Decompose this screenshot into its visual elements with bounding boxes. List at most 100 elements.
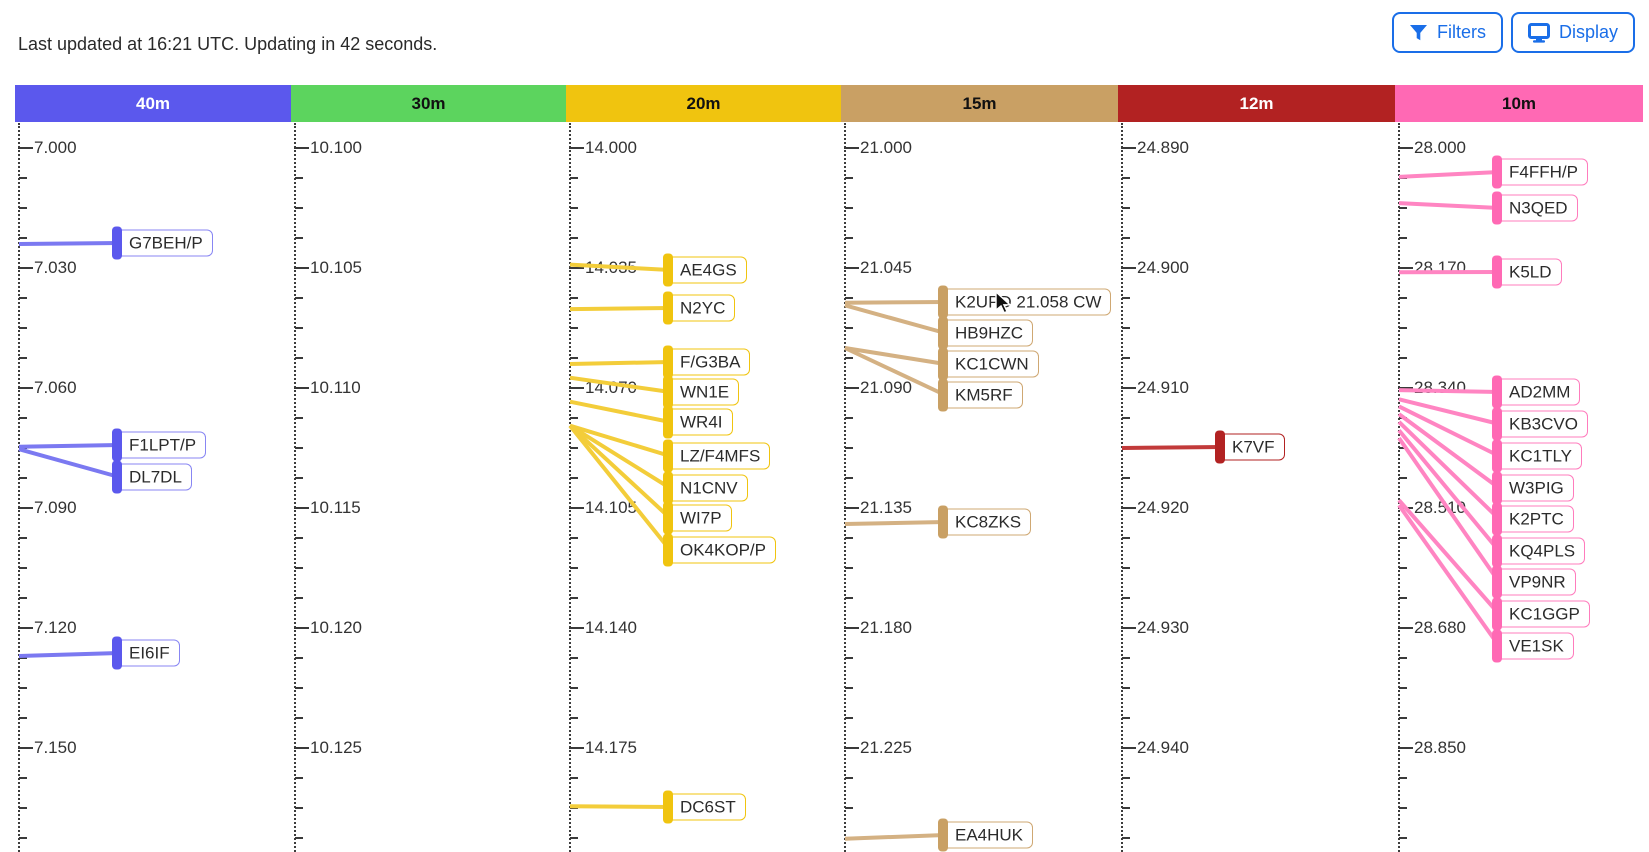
spot-callsign-label: K2PTC bbox=[1509, 509, 1564, 528]
tick-minor bbox=[19, 327, 27, 329]
spot-OK4KOP/P[interactable]: OK4KOP/P bbox=[662, 533, 776, 567]
spot-callsign-label: W3PIG bbox=[1509, 478, 1564, 497]
spot-KC1TLY[interactable]: KC1TLY bbox=[1491, 439, 1582, 473]
spot-marker-bar bbox=[111, 460, 122, 494]
tick-label: 28.170 bbox=[1414, 258, 1466, 277]
spot-N3QED[interactable]: N3QED bbox=[1491, 191, 1578, 225]
tick-minor bbox=[570, 717, 578, 719]
frequency-ruler-12m bbox=[1121, 123, 1123, 852]
spot-W3PIG[interactable]: W3PIG bbox=[1491, 471, 1574, 505]
filters-button[interactable]: Filters bbox=[1392, 12, 1503, 53]
spot-marker-bar bbox=[1491, 255, 1502, 289]
spot-VP9NR[interactable]: VP9NR bbox=[1491, 565, 1576, 599]
tick-minor bbox=[19, 777, 27, 779]
tick-label: 10.120 bbox=[310, 618, 362, 637]
spot-VE1SK[interactable]: VE1SK bbox=[1491, 629, 1574, 663]
spot-KC1GGP[interactable]: KC1GGP bbox=[1491, 597, 1590, 631]
spot-EI6IF[interactable]: EI6IF bbox=[111, 636, 180, 670]
tick-minor bbox=[295, 597, 303, 599]
tick-major: 21.000 bbox=[844, 138, 912, 158]
tick-label: 7.150 bbox=[34, 738, 77, 757]
tick-label: 21.090 bbox=[860, 378, 912, 397]
tick-minor bbox=[1399, 357, 1407, 359]
tick-minor bbox=[570, 597, 578, 599]
frequency-ruler-15m bbox=[844, 123, 846, 852]
tick-minor bbox=[845, 567, 853, 569]
tick-minor bbox=[1122, 357, 1130, 359]
spot-WN1E[interactable]: WN1E bbox=[662, 375, 740, 409]
tick-label: 28.000 bbox=[1414, 138, 1466, 157]
tick-minor bbox=[295, 207, 303, 209]
spot-WI7P[interactable]: WI7P bbox=[662, 501, 732, 535]
spot-AE4GS[interactable]: AE4GS bbox=[662, 253, 747, 287]
spot-KM5RF[interactable]: KM5RF bbox=[937, 378, 1023, 412]
tick-label: 14.105 bbox=[585, 498, 637, 517]
spot-marker-bar bbox=[662, 790, 673, 824]
spot-marker-bar bbox=[1491, 191, 1502, 225]
spot-KC1CWN[interactable]: KC1CWN bbox=[937, 347, 1039, 381]
spot-F1LPT/P[interactable]: F1LPT/P bbox=[111, 428, 207, 462]
spot-AD2MM[interactable]: AD2MM bbox=[1491, 375, 1581, 409]
tick-major: 7.030 bbox=[18, 258, 77, 278]
tick-label: 24.900 bbox=[1137, 258, 1189, 277]
tick-minor bbox=[1399, 687, 1407, 689]
tick-minor bbox=[295, 537, 303, 539]
tick-minor bbox=[845, 177, 853, 179]
spot-HB9HZC[interactable]: HB9HZC bbox=[937, 316, 1034, 350]
tick-minor bbox=[570, 567, 578, 569]
tick-label: 10.115 bbox=[310, 498, 361, 517]
tick-minor bbox=[845, 477, 853, 479]
spot-callsign-label: LZ/F4MFS bbox=[680, 446, 761, 465]
spot-marker-bar bbox=[1491, 534, 1502, 568]
spot-N2YC[interactable]: N2YC bbox=[662, 291, 736, 325]
tick-minor bbox=[19, 237, 27, 239]
tick-major: 21.045 bbox=[844, 258, 912, 278]
spot-LZ/F4MFS[interactable]: LZ/F4MFS bbox=[662, 439, 771, 473]
tick-minor bbox=[295, 657, 303, 659]
spot-KC8ZKS[interactable]: KC8ZKS bbox=[937, 505, 1032, 539]
tick-label: 14.035 bbox=[585, 258, 637, 277]
tick-minor bbox=[845, 417, 853, 419]
frequency-ruler-30m bbox=[294, 123, 296, 852]
tick-minor bbox=[845, 327, 853, 329]
tick-major: 10.125 bbox=[294, 738, 362, 758]
spot-DC6ST[interactable]: DC6ST bbox=[662, 790, 746, 824]
spot-callsign-label: KQ4PLS bbox=[1509, 541, 1576, 560]
spot-WR4I[interactable]: WR4I bbox=[662, 405, 733, 439]
tick-minor bbox=[845, 537, 853, 539]
tick-minor bbox=[295, 417, 303, 419]
spot-K2PTC[interactable]: K2PTC bbox=[1491, 502, 1574, 536]
tick-minor bbox=[19, 477, 27, 479]
spot-callsign-label: EA4HUK bbox=[955, 825, 1024, 844]
tick-minor bbox=[845, 207, 853, 209]
tick-minor bbox=[1399, 297, 1407, 299]
spot-K5LD[interactable]: K5LD bbox=[1491, 255, 1562, 289]
tick-minor bbox=[570, 177, 578, 179]
filters-button-label: Filters bbox=[1437, 22, 1486, 42]
spot-EA4HUK[interactable]: EA4HUK bbox=[937, 818, 1034, 852]
tick-major: 10.115 bbox=[294, 498, 361, 518]
spot-callsign-label: AD2MM bbox=[1509, 382, 1571, 401]
spot-N1CNV[interactable]: N1CNV bbox=[662, 471, 748, 505]
tick-label: 7.090 bbox=[34, 498, 77, 517]
tick-minor bbox=[1122, 597, 1130, 599]
tick-minor bbox=[19, 717, 27, 719]
tick-minor bbox=[570, 837, 578, 839]
display-button[interactable]: Display bbox=[1510, 12, 1635, 53]
spot-G7BEH/P[interactable]: G7BEH/P bbox=[111, 226, 213, 260]
tick-minor bbox=[1399, 837, 1407, 839]
spot-KB3CVO[interactable]: KB3CVO bbox=[1491, 407, 1588, 441]
tick-major: 21.180 bbox=[844, 618, 912, 638]
spot-DL7DL[interactable]: DL7DL bbox=[111, 460, 192, 494]
spot-F4FFH/P[interactable]: F4FFH/P bbox=[1491, 155, 1588, 189]
tick-minor bbox=[295, 237, 303, 239]
tick-major: 7.120 bbox=[18, 618, 77, 638]
tick-major: 24.890 bbox=[1121, 138, 1189, 158]
spot-F/G3BA[interactable]: F/G3BA bbox=[662, 345, 751, 379]
spot-K7VF[interactable]: K7VF bbox=[1214, 430, 1285, 464]
spot-K2UPD[interactable]: K2UPD 21.058 CW bbox=[937, 285, 1112, 319]
spot-callsign-label: F4FFH/P bbox=[1509, 162, 1578, 181]
spot-KQ4PLS[interactable]: KQ4PLS bbox=[1491, 534, 1586, 568]
spot-callsign-label: K2UPD 21.058 CW bbox=[955, 292, 1102, 311]
